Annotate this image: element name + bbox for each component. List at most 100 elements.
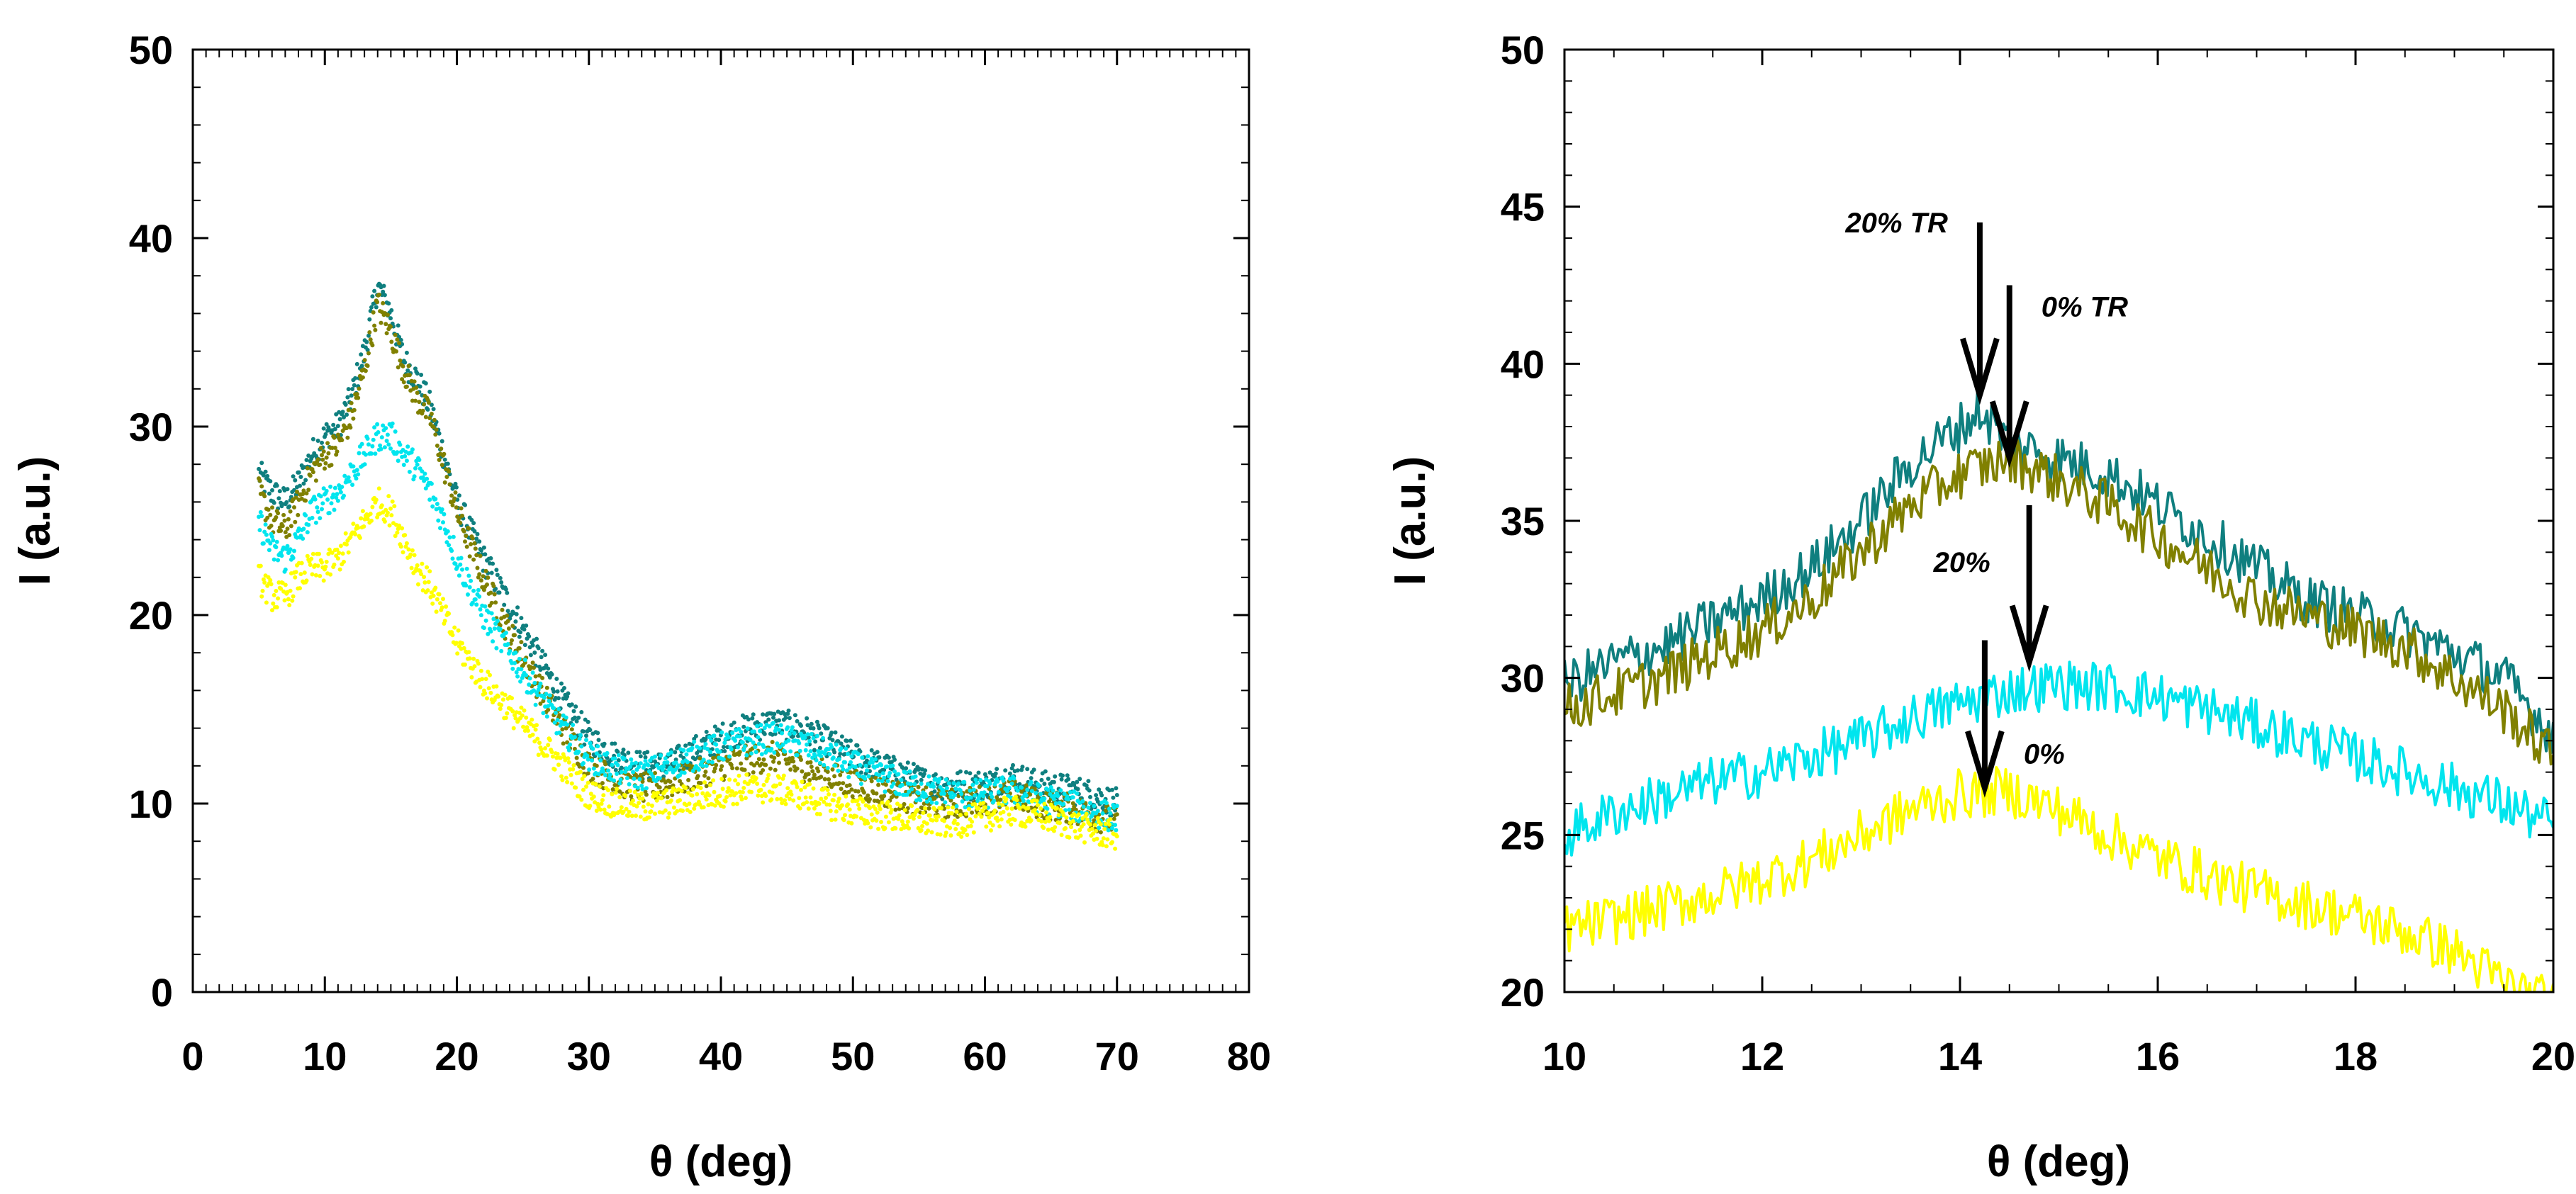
- scatter-point: [792, 731, 797, 736]
- scatter-point: [1063, 826, 1068, 830]
- scatter-point: [338, 490, 343, 495]
- scatter-point: [778, 782, 783, 787]
- scatter-point: [1046, 827, 1051, 832]
- scatter-point: [839, 803, 844, 808]
- scatter-point: [729, 747, 734, 752]
- scatter-point: [535, 693, 540, 698]
- scatter-point: [829, 745, 834, 750]
- scatter-point: [1038, 792, 1043, 796]
- scatter-point: [372, 425, 377, 430]
- annotation-label: 0% TR: [2042, 292, 2128, 323]
- scatter-point: [891, 781, 896, 786]
- scatter-point: [987, 770, 992, 775]
- scatter-point: [756, 757, 761, 762]
- scatter-point: [594, 763, 599, 768]
- scatter-point: [354, 476, 359, 481]
- scatter-point: [494, 646, 499, 650]
- scatter-point: [930, 818, 935, 823]
- scatter-point: [778, 723, 783, 728]
- scatter-point: [505, 642, 510, 646]
- scatter-point: [553, 710, 558, 715]
- scatter-point: [898, 804, 903, 809]
- scatter-point: [515, 605, 520, 610]
- annotation-label: 20%: [1933, 547, 1990, 578]
- scatter-point: [695, 792, 700, 796]
- scatter-point: [335, 492, 340, 497]
- scatter-point: [602, 807, 607, 812]
- scatter-point: [610, 762, 615, 767]
- scatter-point: [664, 770, 669, 775]
- scatter-point: [821, 736, 825, 740]
- scatter-point: [581, 761, 586, 765]
- scatter-point: [503, 631, 508, 635]
- scatter-point: [486, 575, 491, 580]
- scatter-point: [783, 798, 788, 803]
- scatter-point: [863, 763, 868, 768]
- scatter-point: [629, 813, 634, 818]
- scatter-point: [386, 301, 391, 306]
- scatter-point: [425, 588, 430, 593]
- scatter-point: [1075, 787, 1080, 792]
- scatter-point: [313, 520, 318, 525]
- scatter-point: [276, 496, 281, 501]
- scatter-point: [849, 738, 853, 743]
- scatter-point: [783, 749, 788, 754]
- scatter-point: [282, 598, 287, 603]
- scatter-point: [817, 726, 822, 731]
- scatter-point: [368, 337, 373, 342]
- scatter-point: [360, 375, 365, 380]
- scatter-point: [703, 742, 708, 746]
- scatter-point: [343, 402, 348, 407]
- scatter-point: [337, 551, 342, 556]
- scatter-point: [310, 551, 315, 556]
- scatter-point: [403, 544, 408, 549]
- scatter-point: [956, 781, 961, 786]
- scatter-point: [519, 640, 524, 645]
- scatter-point: [386, 494, 391, 499]
- scatter-point: [783, 801, 788, 806]
- scatter-point: [1080, 799, 1085, 804]
- scatter-point: [331, 422, 336, 427]
- scatter-point: [1110, 826, 1114, 830]
- scatter-point: [1056, 813, 1061, 818]
- scatter-point: [700, 791, 705, 796]
- scatter-point: [454, 505, 459, 510]
- scatter-point: [586, 757, 590, 762]
- scatter-point: [704, 784, 709, 789]
- scatter-point: [1078, 833, 1083, 838]
- scatter-point: [683, 786, 688, 790]
- scatter-point: [1029, 776, 1034, 781]
- scatter-point: [476, 587, 481, 592]
- left-series-20-: [257, 421, 1119, 833]
- scatter-point: [286, 597, 291, 602]
- scatter-point: [1051, 788, 1055, 793]
- scatter-point: [934, 801, 939, 806]
- right-x-axis-title: θ (deg): [1987, 1137, 2130, 1186]
- scatter-point: [577, 736, 582, 741]
- scatter-point: [797, 740, 802, 745]
- scatter-point: [976, 806, 981, 811]
- scatter-point: [822, 777, 827, 782]
- scatter-point: [578, 770, 583, 775]
- scatter-point: [464, 583, 469, 588]
- scatter-point: [354, 468, 359, 473]
- scatter-point: [927, 813, 932, 818]
- scatter-point: [712, 803, 717, 808]
- scatter-point: [617, 781, 622, 786]
- scatter-point: [485, 582, 489, 587]
- scatter-point: [409, 565, 414, 570]
- scatter-point: [315, 505, 320, 510]
- scatter-point: [1070, 818, 1075, 823]
- scatter-point: [827, 752, 832, 757]
- scatter-point: [498, 575, 503, 580]
- scatter-point: [1072, 782, 1077, 787]
- scatter-point: [926, 806, 931, 811]
- scatter-point: [1043, 819, 1048, 824]
- scatter-point: [392, 504, 397, 509]
- scatter-point: [303, 498, 308, 503]
- scatter-point: [301, 536, 306, 541]
- scatter-point: [262, 580, 267, 585]
- scatter-point: [1029, 779, 1034, 784]
- scatter-point: [967, 806, 971, 811]
- scatter-point: [418, 384, 422, 389]
